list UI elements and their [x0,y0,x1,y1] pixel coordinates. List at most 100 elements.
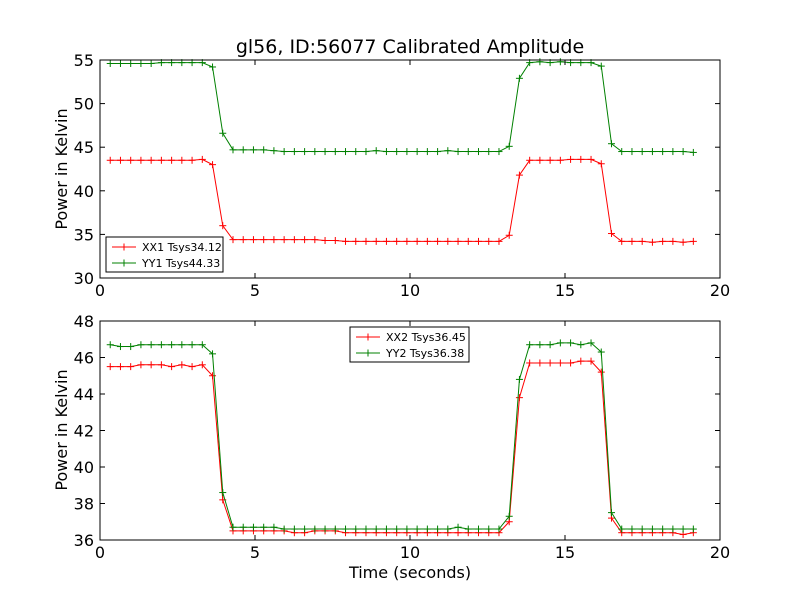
top-data-point [454,237,462,245]
top-data-point [362,237,370,245]
bottom-data-point [689,525,697,533]
top-data-point [321,148,329,156]
bottom-data-point [137,361,145,369]
bottom-data-point [372,525,380,533]
top-data-point [444,147,452,155]
top-legend-label-1: YY1 Tsys44.33 [141,257,220,270]
top-data-point [546,156,554,164]
top-data-point [638,237,646,245]
top-data-point [106,156,114,164]
bottom-data-point [556,359,564,367]
top-data-point [382,237,390,245]
bottom-data-point [249,523,257,531]
bottom-y-tick-label: 40 [74,458,94,477]
top-series-line-1 [110,61,694,153]
top-data-point [280,148,288,156]
bottom-x-tick-label: 15 [555,543,575,562]
top-data-point [372,147,380,155]
top-data-point [648,238,656,246]
bottom-data-point [485,525,493,533]
top-data-point [393,237,401,245]
top-data-point [515,171,523,179]
top-data-point [290,148,298,156]
bottom-data-point [382,525,390,533]
bottom-data-point [638,525,646,533]
top-data-point [168,156,176,164]
bottom-data-point [567,339,575,347]
top-data-point [587,155,595,163]
bottom-data-point [127,343,135,351]
bottom-data-point [475,525,483,533]
bottom-data-point [546,359,554,367]
bottom-data-point [556,339,564,347]
bottom-data-point [168,363,176,371]
bottom-data-point [505,512,513,520]
top-data-point [342,148,350,156]
top-data-point [679,148,687,156]
top-data-point [423,237,431,245]
top-data-point [157,156,165,164]
top-y-tick-label: 45 [74,138,94,157]
bottom-data-point [106,341,114,349]
top-data-point [659,237,667,245]
bottom-data-point [178,361,186,369]
bottom-x-tick-label: 0 [95,543,105,562]
bottom-y-tick-label: 38 [74,495,94,514]
top-data-point [147,156,155,164]
top-data-point [311,236,319,244]
bottom-data-point [270,523,278,531]
bottom-legend-marker-1 [364,349,372,357]
bottom-data-point [116,343,124,351]
bottom-data-point [546,341,554,349]
top-y-tick-label: 40 [74,182,94,201]
bottom-data-point [188,363,196,371]
top-data-point [597,160,605,168]
bottom-legend: XX2 Tsys36.45 YY2 Tsys36.38 [349,326,470,363]
top-legend: XX1 Tsys34.12 YY1 Tsys44.33 [105,236,224,273]
top-panel: 0 5 10 15 20 30 35 40 45 50 55 Power in Kelvin XX1… [52,51,730,300]
top-data-point [209,161,217,169]
top-data-point [454,148,462,156]
top-data-point [608,230,615,238]
top-data-point [567,155,575,163]
bottom-data-point [434,525,442,533]
top-data-point [331,237,339,245]
bottom-data-point [679,525,687,533]
bottom-y-tick-label: 46 [74,349,94,368]
bottom-data-point [669,525,677,533]
top-data-point [382,148,390,156]
bottom-data-point [147,341,155,349]
top-y-tick-label: 50 [74,95,94,114]
bottom-data-point [536,341,544,349]
bottom-data-point [444,525,452,533]
bottom-data-point [239,523,247,531]
bottom-data-point [577,357,585,365]
top-y-axis-label: Power in Kelvin [52,108,71,229]
bottom-data-point [393,525,401,533]
bottom-data-point [413,525,421,533]
top-data-point [239,236,247,244]
top-data-point [290,236,298,244]
top-data-point [526,156,534,164]
top-data-point [393,148,401,156]
bottom-y-tick-label: 48 [74,312,94,331]
bottom-series-line-1 [110,342,694,530]
top-data-point [311,148,319,156]
top-data-point [362,148,370,156]
bottom-data-point [331,525,339,533]
bottom-y-tick-label: 42 [74,422,94,441]
top-data-point [331,148,339,156]
top-data-point [413,148,421,156]
bottom-x-tick-label: 5 [250,543,260,562]
bottom-data-point [157,361,165,369]
bottom-data-point [178,341,186,349]
top-data-point [505,231,513,239]
top-data-point [219,222,227,230]
top-data-point [485,237,493,245]
top-data-point [260,236,268,244]
bottom-data-point [198,361,206,369]
bottom-data-point [536,359,544,367]
top-data-point [536,156,544,164]
top-legend-box [105,236,224,273]
